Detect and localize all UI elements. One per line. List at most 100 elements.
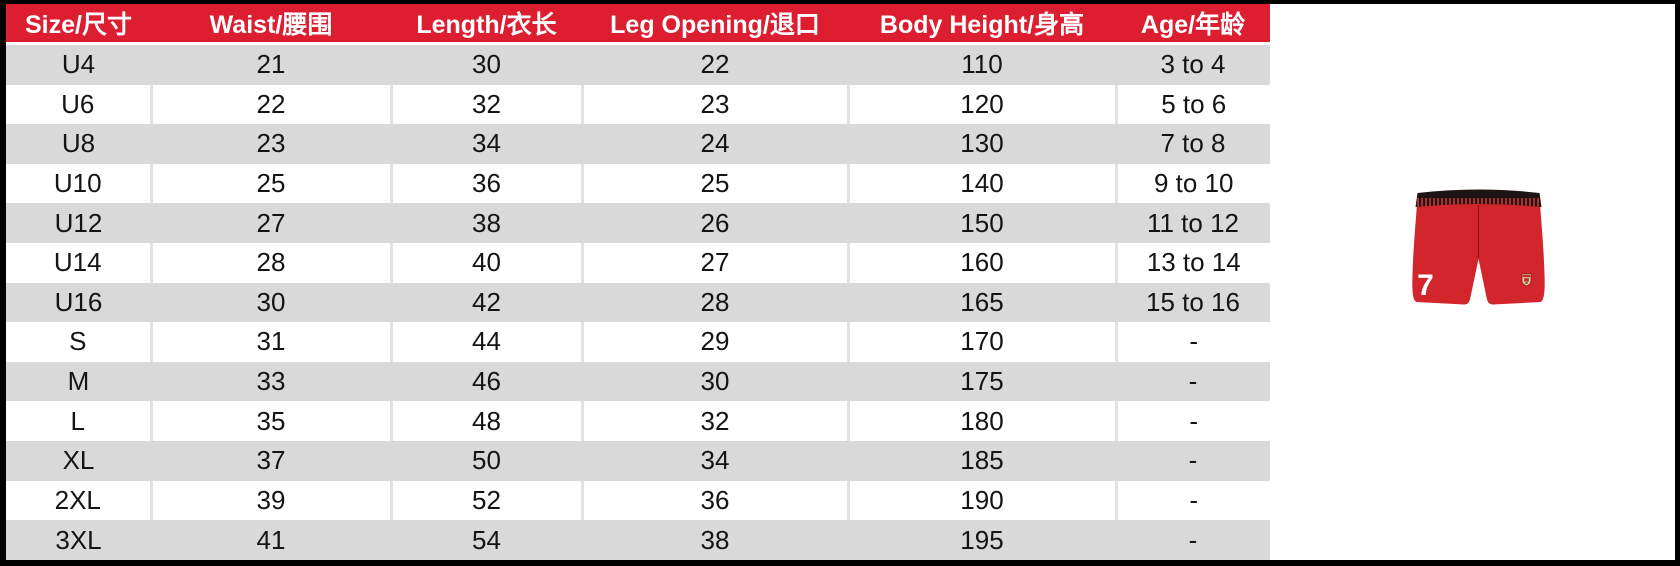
table-cell: 165 xyxy=(848,282,1116,323)
product-image-area: 7 xyxy=(1270,4,1675,560)
table-row: U16 30 42 28 165 15 to 16 xyxy=(6,282,1270,323)
table-cell: 39 xyxy=(149,480,391,521)
shorts-body xyxy=(1412,204,1545,305)
table-cell: M xyxy=(6,361,151,402)
table-cell: 34 xyxy=(582,441,848,481)
table-row: U14 28 40 27 160 13 to 14 xyxy=(6,242,1270,283)
table-cell: 31 xyxy=(149,322,391,362)
table-cell: 175 xyxy=(848,361,1116,402)
table-cell: - xyxy=(1116,441,1270,481)
table-cell: 3XL xyxy=(6,520,151,560)
table-cell: - xyxy=(1114,480,1270,521)
table-cell: 35 xyxy=(149,401,391,442)
table-cell: 120 xyxy=(846,84,1116,125)
table-row: U12 27 38 26 150 11 to 12 xyxy=(6,203,1270,243)
column-header-leg-opening: Leg Opening/退口 xyxy=(582,4,848,45)
table-cell: 44 xyxy=(389,322,582,362)
table-cell: - xyxy=(1116,361,1270,402)
size-chart-table: Size/尺寸 Waist/腰围 Length/衣长 Leg Opening/退… xyxy=(6,4,1270,560)
table-cell: 41 xyxy=(151,520,391,560)
table-cell: 29 xyxy=(580,322,848,362)
table-cell: 7 to 8 xyxy=(1116,124,1270,164)
table-cell: 170 xyxy=(846,322,1116,362)
table-row: U10 25 36 25 140 9 to 10 xyxy=(6,163,1270,204)
table-cell: U4 xyxy=(6,43,151,85)
table-cell: 22 xyxy=(582,43,848,85)
table-cell: 110 xyxy=(848,43,1116,85)
table-cell: 130 xyxy=(848,124,1116,164)
table-cell: 15 to 16 xyxy=(1116,282,1270,323)
shorts-product-image: 7 xyxy=(1412,184,1545,307)
table-row: XL 37 50 34 185 - xyxy=(6,441,1270,481)
shorts-number-label: 7 xyxy=(1417,269,1434,302)
table-cell: 25 xyxy=(580,163,848,204)
table-cell: 26 xyxy=(582,203,848,243)
table-cell: U12 xyxy=(6,203,151,243)
column-header-length: Length/衣长 xyxy=(391,4,582,45)
table-cell: 32 xyxy=(389,84,582,125)
header-row: Size/尺寸 Waist/腰围 Length/衣长 Leg Opening/退… xyxy=(6,4,1270,45)
table-cell: U6 xyxy=(6,84,151,125)
column-header-size: Size/尺寸 xyxy=(6,4,151,45)
table-cell: 46 xyxy=(391,361,582,402)
table-cell: 33 xyxy=(151,361,391,402)
table-cell: 25 xyxy=(149,163,391,204)
column-header-body-height: Body Height/身高 xyxy=(848,4,1116,45)
table-cell: 36 xyxy=(580,480,848,521)
table-cell: 11 to 12 xyxy=(1116,203,1270,243)
table-cell: 13 to 14 xyxy=(1114,242,1270,283)
team-crest-icon xyxy=(1521,273,1532,287)
table-cell: 52 xyxy=(389,480,582,521)
table-cell: 27 xyxy=(580,242,848,283)
table-cell: 24 xyxy=(582,124,848,164)
table-row: U4 21 30 22 110 3 to 4 xyxy=(6,43,1270,85)
table-cell: 160 xyxy=(846,242,1116,283)
table-cell: 37 xyxy=(151,441,391,481)
table-row: M 33 46 30 175 - xyxy=(6,361,1270,402)
table-cell: 34 xyxy=(391,124,582,164)
table-row: U6 22 32 23 120 5 to 6 xyxy=(6,84,1270,125)
table-cell: 42 xyxy=(391,282,582,323)
table-cell: XL xyxy=(6,441,151,481)
table-cell: - xyxy=(1116,520,1270,560)
table-cell: 5 to 6 xyxy=(1114,84,1270,125)
table-cell: 21 xyxy=(151,43,391,85)
table-cell: 23 xyxy=(580,84,848,125)
table-cell: 185 xyxy=(848,441,1116,481)
table-cell: 23 xyxy=(151,124,391,164)
table-cell: U10 xyxy=(6,163,151,204)
column-header-age: Age/年龄 xyxy=(1116,4,1270,45)
table-cell: 36 xyxy=(389,163,582,204)
table-cell: 22 xyxy=(149,84,391,125)
table-cell: 190 xyxy=(846,480,1116,521)
table-cell: L xyxy=(6,401,151,442)
table-cell: - xyxy=(1114,401,1270,442)
table-cell: 195 xyxy=(848,520,1116,560)
table-cell: U8 xyxy=(6,124,151,164)
table-row: S 31 44 29 170 - xyxy=(6,322,1270,362)
table-cell: 38 xyxy=(582,520,848,560)
table-cell: U16 xyxy=(6,282,151,323)
table-cell: 3 to 4 xyxy=(1116,43,1270,85)
table-cell: 50 xyxy=(391,441,582,481)
table-cell: S xyxy=(6,322,151,362)
column-header-waist: Waist/腰围 xyxy=(151,4,391,45)
table-row: 2XL 39 52 36 190 - xyxy=(6,480,1270,521)
table-cell: 180 xyxy=(846,401,1116,442)
table-cell: - xyxy=(1114,322,1270,362)
shorts-waistband xyxy=(1415,189,1542,207)
table-cell: 40 xyxy=(389,242,582,283)
table-row: 3XL 41 54 38 195 - xyxy=(6,520,1270,560)
table-cell: 27 xyxy=(151,203,391,243)
table-cell: 48 xyxy=(389,401,582,442)
table-cell: 28 xyxy=(149,242,391,283)
table-cell: 30 xyxy=(391,43,582,85)
table-cell: 32 xyxy=(580,401,848,442)
table-cell: 150 xyxy=(848,203,1116,243)
table-cell: 54 xyxy=(391,520,582,560)
table-cell: U14 xyxy=(6,242,151,283)
table-row: U8 23 34 24 130 7 to 8 xyxy=(6,124,1270,164)
table-cell: 28 xyxy=(582,282,848,323)
table-row: L 35 48 32 180 - xyxy=(6,401,1270,442)
